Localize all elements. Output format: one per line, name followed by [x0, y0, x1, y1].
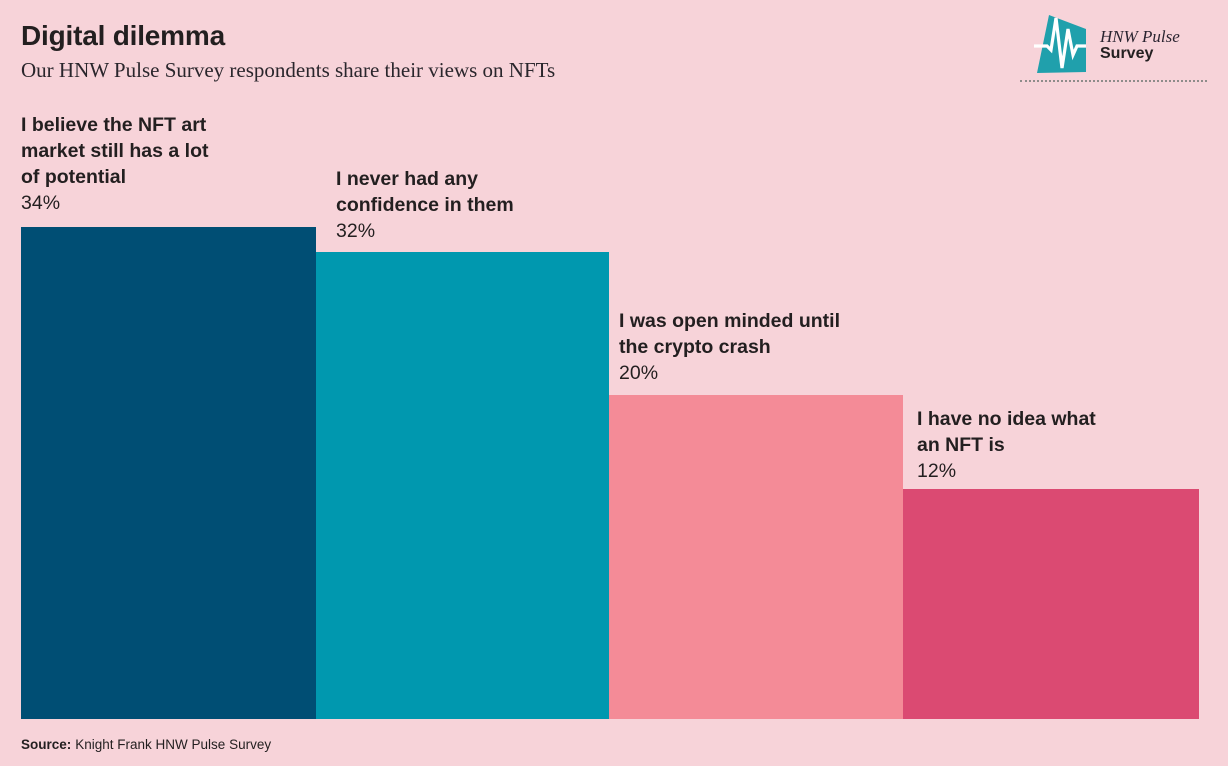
- header: Digital dilemma Our HNW Pulse Survey res…: [21, 20, 555, 82]
- bar-value-label: 32%: [336, 220, 376, 242]
- brand-name-italic: HNW Pulse: [1100, 27, 1180, 46]
- bar-label-group: I believe the NFT art market still has a…: [21, 112, 209, 216]
- bar-category-label: I never had any confidence in them: [336, 168, 514, 216]
- bar-label-group: I never had any confidence in them 32%: [336, 166, 514, 244]
- bar-label-group: I have no idea what an NFT is 12%: [917, 406, 1096, 484]
- brand-text: HNW Pulse Survey: [1100, 6, 1180, 62]
- bar-category-label: I have no idea what an NFT is: [917, 408, 1096, 456]
- source-label: Source:: [21, 737, 72, 752]
- hnw-pulse-logo: HNW Pulse Survey: [1020, 6, 1207, 82]
- bar-no-idea-12pct: [903, 489, 1199, 719]
- bar-crypto-crash-20pct: [609, 395, 903, 719]
- bar-label-group: I was open minded until the crypto crash…: [619, 308, 840, 386]
- source-line: Source: Knight Frank HNW Pulse Survey: [21, 737, 271, 753]
- bar-potential-34pct: [21, 227, 316, 719]
- bar-value-label: 20%: [619, 362, 659, 384]
- page-subtitle: Our HNW Pulse Survey respondents share t…: [21, 58, 556, 82]
- page-title: Digital dilemma: [21, 20, 225, 51]
- bar-category-label: I was open minded until the crypto crash: [619, 310, 841, 358]
- bar-no-confidence-32pct: [316, 252, 609, 719]
- bar-value-label: 12%: [917, 460, 957, 482]
- bar-value-label: 34%: [21, 192, 61, 214]
- source-text: Knight Frank HNW Pulse Survey: [75, 737, 272, 752]
- pulse-ecg-icon: [1034, 15, 1086, 73]
- brand-name-bold: Survey: [1100, 45, 1154, 62]
- bar-category-label: I believe the NFT art market still has a…: [21, 114, 209, 188]
